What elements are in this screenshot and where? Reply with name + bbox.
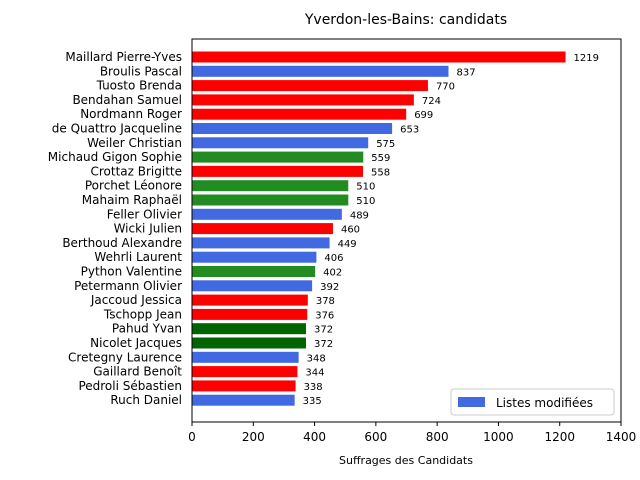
bar [192, 123, 393, 134]
value-label: 348 [307, 353, 326, 364]
legend-swatch [458, 397, 485, 407]
bar [192, 251, 317, 263]
value-label: 1219 [574, 53, 599, 64]
legend-label: Listes modifiées [496, 396, 593, 410]
category-label: Petermann Olivier [74, 279, 182, 293]
category-label: Bendahan Samuel [72, 93, 182, 107]
category-label: Gaillard Benoît [93, 365, 182, 379]
bar [192, 223, 333, 235]
category-label: Python Valentine [81, 265, 182, 279]
value-label: 837 [456, 67, 475, 78]
category-label: Tuosto Brenda [96, 79, 182, 93]
value-label: 335 [303, 396, 322, 407]
bar [192, 194, 349, 206]
value-label: 724 [422, 96, 441, 107]
legend: Listes modifiées [450, 388, 615, 416]
bar [192, 94, 414, 106]
bar [192, 323, 306, 335]
category-label: Wehrli Laurent [94, 250, 182, 264]
x-tick-label: 200 [242, 430, 265, 444]
bar [192, 108, 407, 120]
value-label: 449 [338, 239, 357, 250]
bar [192, 337, 306, 349]
value-label: 558 [371, 167, 390, 178]
category-label: Pahud Yvan [112, 322, 182, 336]
bar [192, 380, 296, 392]
bar [192, 137, 369, 149]
category-label: Feller Olivier [107, 207, 182, 221]
category-label: de Quattro Jacqueline [52, 122, 182, 136]
category-label: Broulis Pascal [100, 64, 182, 78]
x-tick-label: 400 [303, 430, 326, 444]
category-label: Ruch Daniel [110, 393, 182, 407]
value-label: 402 [323, 268, 342, 279]
value-label: 344 [305, 368, 324, 379]
bars-group [192, 51, 566, 406]
category-label: Nicolet Jacques [90, 336, 182, 350]
category-label: Wicki Julien [114, 222, 182, 236]
value-label: 510 [356, 196, 375, 207]
value-label: 392 [320, 282, 339, 293]
bar [192, 266, 316, 277]
category-label: Weiler Christian [87, 136, 182, 150]
value-label: 770 [436, 82, 455, 93]
x-tick-label: 800 [426, 430, 449, 444]
bar [192, 308, 308, 320]
value-label: 378 [316, 296, 335, 307]
bar [192, 208, 342, 220]
bar [192, 51, 566, 63]
x-tick-label: 1200 [544, 430, 575, 444]
bar [192, 165, 363, 177]
category-label: Nordmann Roger [80, 107, 182, 121]
category-label: Pedroli Sébastien [78, 379, 182, 393]
category-label: Porchet Léonore [85, 179, 182, 193]
value-label: 372 [314, 325, 333, 336]
category-label: Berthoud Alexandre [62, 236, 182, 250]
value-label: 460 [341, 225, 360, 236]
x-axis-ticks: 0 200 400 600 800 1000 1200 1400 [188, 422, 636, 444]
category-label: Mahaim Raphaël [82, 193, 182, 207]
x-tick-label: 1400 [606, 430, 637, 444]
bar [192, 151, 364, 163]
value-label: 559 [371, 153, 390, 164]
bar [192, 294, 308, 306]
value-label: 575 [376, 139, 395, 150]
bar [192, 280, 313, 292]
category-label: Tschopp Jean [103, 307, 182, 321]
value-label: 489 [350, 210, 369, 221]
category-label: Cretegny Laurence [68, 350, 182, 364]
category-label: Crottaz Brigitte [90, 164, 182, 178]
bar [192, 351, 299, 363]
bar [192, 237, 330, 249]
category-label: Maillard Pierre-Yves [65, 50, 182, 64]
value-label: 406 [324, 253, 343, 264]
value-label: 510 [356, 182, 375, 193]
category-label: Jaccoud Jessica [90, 293, 182, 307]
value-label: 653 [400, 125, 419, 136]
x-axis-label: Suffrages des Candidats [339, 454, 473, 467]
bar [192, 65, 449, 77]
bar [192, 80, 428, 92]
value-label: 338 [304, 382, 323, 393]
x-tick-label: 600 [364, 430, 387, 444]
value-label: 699 [414, 110, 433, 121]
bar [192, 180, 349, 192]
category-label: Michaud Gigon Sophie [48, 150, 182, 164]
legend-box [450, 388, 615, 416]
chart-title: Yverdon-les-Bains: candidats [304, 12, 507, 28]
bar [192, 394, 295, 406]
plot-frame [191, 38, 622, 423]
x-tick-label: 0 [188, 430, 196, 444]
value-label: 376 [315, 310, 334, 321]
x-tick-label: 1000 [483, 430, 514, 444]
bar [192, 366, 298, 378]
value-label: 372 [314, 339, 333, 350]
